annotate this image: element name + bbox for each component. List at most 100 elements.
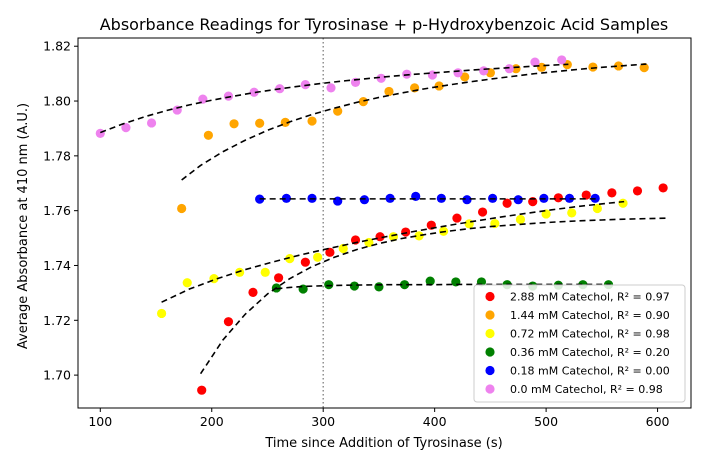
legend-box (473, 284, 686, 403)
fit-curve-0-36-mm-catechol (276, 283, 611, 290)
data-point (235, 267, 245, 277)
y-tick-label: 1.72 (43, 313, 71, 328)
y-tick-label: 1.70 (43, 368, 71, 383)
legend-marker (485, 328, 495, 339)
data-point (460, 72, 470, 82)
legend-entry: 0.72 mM Catechol, R² = 0.98 (485, 328, 670, 341)
data-point (414, 231, 424, 241)
legend-entry: 1.44 mM Catechol, R² = 0.90 (485, 309, 670, 322)
series-0-72-mm-catechol (156, 198, 628, 319)
data-point (313, 252, 323, 262)
data-point (325, 247, 335, 257)
legend-label: 2.88 mM Catechol, R² = 0.97 (510, 291, 670, 304)
data-point (274, 273, 284, 283)
legend-marker (485, 347, 495, 357)
data-point (203, 130, 213, 140)
x-tick-label: 100 (88, 414, 112, 429)
data-point (260, 267, 270, 277)
data-point (307, 116, 317, 126)
data-point (177, 203, 187, 214)
data-point (198, 94, 208, 104)
data-point (182, 278, 192, 288)
legend-marker (485, 291, 495, 302)
axis-ticks: 100 200 300 400 500 600 1.70 1.72 1.74 1.76 1.78 1.… (43, 39, 669, 429)
series-0-18-mm-catechol (255, 191, 600, 206)
data-point (197, 385, 207, 395)
series-2-88-mm-catechol (197, 183, 668, 395)
data-point (479, 66, 489, 76)
fit-curve-2-88-mm-catechol (199, 217, 669, 375)
data-point (281, 193, 292, 203)
x-tick-label: 400 (423, 414, 447, 429)
data-point (223, 91, 234, 101)
data-point (427, 70, 438, 80)
data-point (464, 219, 474, 229)
plot-area (95, 38, 669, 408)
y-tick-label: 1.78 (43, 148, 71, 163)
data-point (567, 208, 577, 218)
y-tick-label: 1.80 (43, 94, 71, 109)
data-point (452, 213, 462, 223)
x-tick-label: 200 (200, 414, 224, 429)
data-point (632, 186, 643, 196)
data-point (349, 281, 360, 291)
legend-entry: 0.18 mM Catechol, R² = 0.00 (485, 365, 670, 378)
data-point (280, 117, 290, 128)
fit-curve-0-72-mm-catechol (161, 200, 625, 303)
data-point (333, 106, 343, 116)
data-point (300, 79, 310, 90)
data-point (248, 287, 258, 297)
data-point (121, 123, 131, 133)
data-point (477, 207, 488, 217)
legend-entry: 0.0 mM Catechol, R² = 0.98 (485, 383, 663, 396)
x-tick-label: 500 (534, 414, 558, 429)
data-point (434, 81, 444, 91)
y-tick-label: 1.74 (43, 258, 71, 273)
data-point (358, 96, 368, 107)
data-point (249, 87, 259, 97)
y-tick-label: 1.76 (43, 203, 71, 218)
data-point (639, 63, 649, 73)
data-point (255, 118, 265, 128)
legend-marker (485, 310, 495, 320)
data-point (581, 190, 591, 200)
data-point (95, 128, 105, 138)
data-point (530, 57, 540, 67)
plot-frame (77, 37, 692, 409)
data-point (359, 195, 370, 205)
data-point (513, 195, 523, 205)
data-point (324, 280, 334, 290)
y-axis-title: Average Absorbance at 410 nm (A.U.) (16, 103, 31, 349)
data-point (564, 193, 575, 203)
data-point (333, 196, 343, 206)
data-point (588, 62, 598, 72)
data-point (613, 61, 624, 71)
legend-label: 0.36 mM Catechol, R² = 0.20 (510, 346, 670, 359)
data-point (399, 280, 410, 290)
data-point (607, 188, 617, 198)
data-point (338, 243, 348, 254)
data-point (553, 193, 563, 203)
data-point (376, 73, 386, 83)
data-point (515, 214, 526, 225)
legend: 2.88 mM Catechol, R² = 0.97 1.44 mM Catec… (473, 284, 686, 403)
data-point (557, 55, 567, 65)
legend-label: 0.72 mM Catechol, R² = 0.98 (510, 328, 670, 341)
data-point (502, 198, 512, 208)
data-point (504, 64, 514, 74)
legend-label: 0.18 mM Catechol, R² = 0.00 (510, 365, 670, 378)
legend-entry: 2.88 mM Catechol, R² = 0.97 (485, 291, 670, 304)
legend-entry: 0.36 mM Catechol, R² = 0.20 (485, 346, 670, 359)
data-point (618, 198, 628, 208)
x-tick-label: 300 (311, 414, 335, 429)
series-1-44-mm-catechol (177, 59, 649, 214)
data-point (374, 282, 384, 292)
x-tick-label: 600 (646, 414, 670, 429)
data-point (326, 83, 336, 93)
data-point (592, 203, 602, 214)
chart-title: Absorbance Readings for Tyrosinase + p-H… (100, 15, 669, 34)
data-point (223, 317, 234, 327)
data-point (453, 68, 463, 78)
